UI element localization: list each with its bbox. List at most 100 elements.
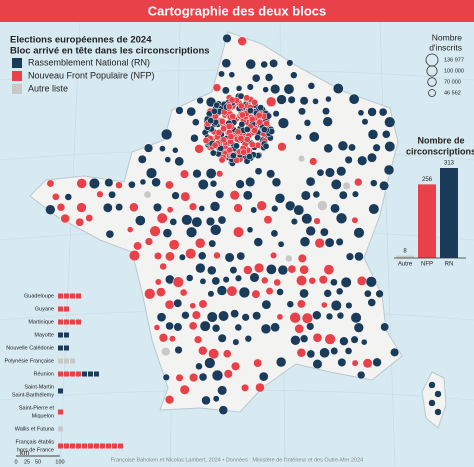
constituency-dot [218, 117, 226, 125]
constituency-dot [384, 141, 396, 153]
constituency-dot [232, 226, 245, 238]
constituency-dot [250, 206, 258, 214]
constituency-dot [277, 117, 290, 129]
constituency-dot [319, 347, 330, 359]
overseas-seat [82, 443, 87, 449]
constituency-dot [363, 289, 372, 298]
constituency-dot [75, 217, 85, 227]
constituency-dot [275, 356, 287, 368]
overseas-seat [58, 371, 63, 377]
legend-swatch [12, 84, 22, 94]
constituency-dot [205, 168, 217, 179]
constituency-dot [217, 385, 228, 396]
overseas-seat [82, 371, 87, 377]
constituency-dot [314, 237, 325, 249]
constituency-dot [208, 239, 217, 248]
constituency-dot [270, 322, 280, 333]
constituency-dot [166, 206, 174, 214]
constituency-dot [229, 152, 237, 160]
constituency-dot [248, 115, 256, 123]
constituency-dot [240, 148, 248, 156]
constituency-dot [246, 153, 254, 160]
constituency-dot [305, 176, 316, 187]
constituency-dot [179, 169, 190, 179]
constituency-dot [324, 333, 336, 345]
constituency-dot [321, 301, 328, 309]
overseas-seat [64, 293, 69, 299]
credits: Françoise Bahoken et Nicolas Lambert, 20… [111, 457, 363, 463]
constituency-dot [276, 94, 287, 105]
constituency-dot [51, 192, 60, 201]
constituency-dot [312, 359, 323, 370]
constituency-dot [345, 252, 355, 261]
overseas-seat [58, 388, 63, 394]
constituency-dot [206, 311, 218, 323]
constituency-dot [215, 189, 225, 199]
constituency-dot [85, 214, 94, 223]
constituency-dot [245, 176, 256, 188]
constituency-dot [260, 323, 272, 335]
constituency-dot [251, 98, 259, 106]
constituency-dot [216, 170, 224, 178]
constituency-dot [76, 178, 88, 189]
constituency-dot [356, 370, 366, 380]
constituency-dot [221, 86, 230, 95]
constituency-dot [188, 321, 198, 331]
constituency-dot [243, 125, 251, 133]
constituency-dot [209, 201, 221, 212]
constituency-dot [306, 349, 316, 359]
constituency-dot [251, 127, 259, 134]
constituency-dot [249, 272, 260, 283]
constituency-dot [190, 133, 199, 143]
bar-category-label: Autre [398, 262, 413, 268]
constituency-dot [178, 253, 186, 261]
constituency-dot [152, 202, 163, 212]
constituency-dot [164, 180, 174, 190]
constituency-dot [145, 167, 158, 179]
constituency-dot [317, 200, 328, 211]
scale-tick-label: 100 [55, 459, 64, 465]
constituency-dot [260, 126, 268, 134]
constituency-dot [233, 142, 240, 150]
constituency-dot [153, 251, 162, 260]
constituency-dot [296, 347, 307, 358]
constituency-dot [256, 118, 264, 126]
constituency-dot [228, 96, 236, 104]
constituency-dot [336, 311, 345, 320]
constituency-dot [115, 203, 124, 212]
bar-chart-title: circonscriptions [406, 146, 474, 156]
constituency-dot [348, 143, 356, 152]
legend-swatch [12, 71, 22, 81]
constituency-dot [342, 181, 351, 191]
overseas-seat [94, 371, 99, 377]
constituency-dot [156, 212, 168, 224]
constituency-dot [56, 203, 66, 212]
constituency-dot [221, 58, 232, 69]
constituency-dot [230, 361, 241, 371]
constituency-dot [134, 215, 146, 226]
constituency-dot [308, 131, 320, 143]
constituency-dot [205, 216, 216, 227]
bar [396, 255, 414, 258]
constituency-dot [164, 299, 175, 310]
constituency-dot [224, 252, 235, 263]
constituency-dot [296, 299, 306, 309]
constituency-dot [234, 274, 243, 282]
constituency-dot [76, 202, 87, 213]
constituency-dot [237, 134, 245, 142]
constituency-dot [330, 203, 340, 214]
constituency-dot [360, 338, 368, 346]
constituency-dot [143, 190, 152, 199]
constituency-dot [241, 383, 250, 392]
constituency-dot [261, 276, 269, 285]
constituency-dot [202, 137, 210, 144]
constituency-dot [181, 214, 193, 226]
constituency-dot [246, 83, 254, 91]
constituency-dot [128, 249, 140, 262]
constituency-dot [367, 129, 379, 140]
constituency-dot [383, 164, 395, 176]
constituency-dot [158, 333, 169, 343]
size-legend-label: 46 562 [444, 90, 461, 96]
constituency-dot [215, 129, 223, 136]
constituency-dot [372, 357, 382, 368]
